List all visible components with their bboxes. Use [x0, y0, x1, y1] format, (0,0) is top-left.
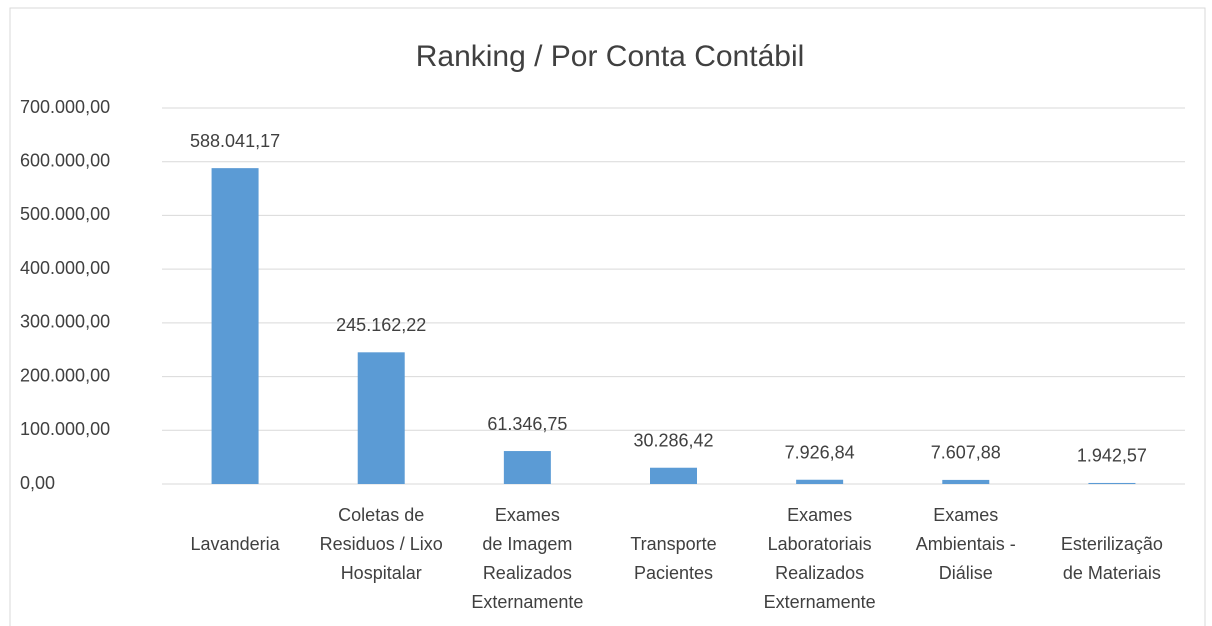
y-tick-label: 300.000,00 [20, 312, 110, 332]
chart-frame [9, 7, 1206, 626]
data-label: 7.926,84 [785, 442, 855, 462]
y-tick-label: 400.000,00 [20, 258, 110, 278]
chart-title: Ranking / Por Conta Contábil [416, 40, 805, 73]
y-tick-label: 500.000,00 [20, 204, 110, 224]
x-tick-label: Exames Ambientais -Diálise [916, 505, 1016, 583]
bar [357, 352, 405, 484]
data-label: 7.607,88 [931, 443, 1001, 463]
x-tick-label: Lavanderia [191, 534, 281, 554]
x-tick-label: Transporte Pacientes [630, 534, 716, 583]
x-tick-label: Exames de Imagem Realizados Externamente [471, 505, 583, 612]
bar [942, 479, 990, 484]
bar [650, 467, 697, 484]
y-tick-label: 200.000,00 [20, 365, 110, 385]
data-label: 588.041,17 [190, 131, 280, 151]
y-tick-label: 0,00 [20, 473, 55, 493]
data-label: 30.286,42 [633, 430, 713, 450]
x-tick-label: Esterilização de Materiais [1061, 534, 1163, 583]
x-tick-label: Coletas de Residuos / Lixo Hospitalar [320, 505, 443, 583]
y-tick-label: 600.000,00 [20, 150, 110, 170]
y-tick-label: 100.000,00 [20, 419, 110, 439]
data-label: 1.942,57 [1077, 446, 1147, 466]
bar [796, 479, 844, 484]
bar [1088, 482, 1136, 484]
data-label: 61.346,75 [487, 414, 567, 434]
data-label: 245.162,22 [336, 315, 426, 335]
y-tick-label: 700.000,00 [20, 97, 110, 117]
bar [503, 451, 551, 484]
bar [211, 168, 259, 484]
x-tick-label: Exames Laboratoriais Realizados Externament… [764, 505, 876, 612]
